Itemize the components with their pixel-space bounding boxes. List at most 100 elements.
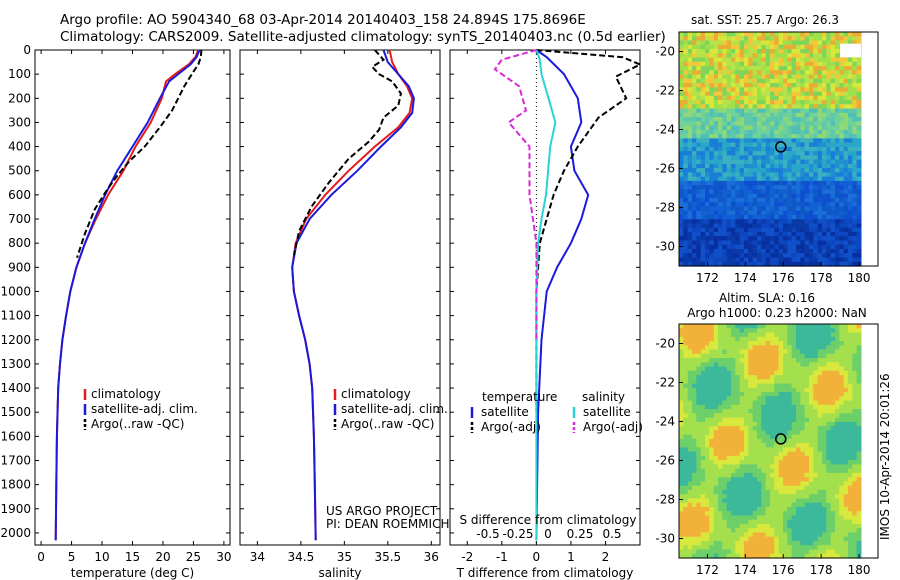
argo-location-marker <box>775 141 787 153</box>
secondary-tick-label: 0.25 <box>567 527 594 541</box>
secondary-tick-label: 0.5 <box>602 527 621 541</box>
y-tick-label: -20 <box>655 45 675 59</box>
y-tick-label: -28 <box>655 493 675 507</box>
legend-header: salinity <box>582 390 625 404</box>
y-tick-label: 1600 <box>0 429 31 443</box>
y-tick-label: 400 <box>8 140 31 154</box>
x-axis-label: T difference from climatology <box>456 566 634 580</box>
series-line-salinity-1 <box>291 49 415 541</box>
legend-label: satellite-adj. clim. <box>91 402 198 416</box>
x-tick-label: 180 <box>848 563 871 577</box>
x-tick-label: 1 <box>567 550 575 564</box>
y-tick-label: 1000 <box>0 284 31 298</box>
y-tick-label: 1800 <box>0 478 31 492</box>
y-tick-label: -28 <box>655 201 675 215</box>
x-tick-label: 35 <box>337 550 352 564</box>
x-tick-label: 34 <box>250 550 265 564</box>
secondary-tick-label: -0.5 <box>476 527 499 541</box>
legend-header: temperature <box>482 390 557 404</box>
x-tick-label: 176 <box>772 271 795 285</box>
x-tick-label: 176 <box>772 563 795 577</box>
x-tick-label: 36 <box>424 550 439 564</box>
x-tick-label: 174 <box>734 271 757 285</box>
y-tick-label: -22 <box>655 376 675 390</box>
y-tick-label: 800 <box>8 236 31 250</box>
legend-label: satellite <box>481 405 529 419</box>
x-axis-label: temperature (deg C) <box>71 566 194 580</box>
map-image-sla_map <box>679 324 862 559</box>
y-tick-label: 300 <box>8 115 31 129</box>
series-line-difference-0 <box>535 49 590 541</box>
secondary-axis-label: S difference from climatology <box>460 513 637 527</box>
legend-label: satellite <box>583 405 631 419</box>
legend-label: Argo(..raw -QC) <box>341 417 434 431</box>
plot-frame-temperature <box>34 49 231 546</box>
legend-label: Argo(-adj) <box>583 420 643 434</box>
map-frame-sla_map <box>678 323 879 559</box>
y-tick-label: -24 <box>655 415 675 429</box>
x-tick-label: 25 <box>186 550 201 564</box>
x-tick-label: 174 <box>734 563 757 577</box>
x-tick-label: 0 <box>533 550 541 564</box>
x-tick-label: -1 <box>496 550 508 564</box>
y-tick-label: 1300 <box>0 357 31 371</box>
x-tick-label: 172 <box>696 563 719 577</box>
secondary-tick-label: 0 <box>544 527 552 541</box>
legend-label: satellite-adj. clim. <box>341 402 448 416</box>
series-line-difference-1 <box>535 49 643 413</box>
x-tick-label: 15 <box>125 550 140 564</box>
y-tick-label: 900 <box>8 260 31 274</box>
x-tick-label: 178 <box>810 271 833 285</box>
x-tick-label: 30 <box>216 550 231 564</box>
y-tick-label: 600 <box>8 188 31 202</box>
x-tick-label: 34.5 <box>288 550 315 564</box>
series-line-difference-2 <box>535 49 557 541</box>
series-line-difference-3 <box>493 49 538 340</box>
y-tick-label: 2000 <box>0 526 31 540</box>
x-tick-label: 35.5 <box>374 550 401 564</box>
y-tick-label: -30 <box>655 240 675 254</box>
map-title: sat. SST: 25.7 Argo: 26.3 <box>691 13 839 27</box>
x-tick-label: 2 <box>602 550 610 564</box>
x-tick-label: -2 <box>461 550 473 564</box>
argo-location-marker <box>775 433 787 445</box>
y-tick-label: 200 <box>8 91 31 105</box>
y-tick-label: 0 <box>23 43 31 57</box>
timestamp-stamp: IMOS 10-Apr-2014 20:01:26 <box>878 373 892 540</box>
series-line-temperature-2 <box>76 49 203 259</box>
y-tick-label: 500 <box>8 164 31 178</box>
legend-label: climatology <box>91 387 161 401</box>
map-image-sst_map <box>679 32 862 267</box>
chart-title-line1: Argo profile: AO 5904340_68 03-Apr-2014 … <box>60 12 586 28</box>
annotation-text: US ARGO PROJECT <box>326 504 438 518</box>
map-frame-sst_map <box>678 31 879 267</box>
y-tick-label: 1100 <box>0 309 31 323</box>
legend-label: climatology <box>341 387 411 401</box>
y-tick-label: 700 <box>8 212 31 226</box>
y-tick-label: -22 <box>655 84 675 98</box>
legend-label: Argo(-adj) <box>481 420 541 434</box>
y-tick-label: 1400 <box>0 381 31 395</box>
y-tick-label: 1200 <box>0 333 31 347</box>
annotation-text: PI: DEAN ROEMMICH <box>326 517 449 531</box>
y-tick-label: -20 <box>655 337 675 351</box>
y-tick-label: 100 <box>8 67 31 81</box>
series-line-temperature-1 <box>54 49 201 541</box>
x-tick-label: 0 <box>37 550 45 564</box>
y-tick-label: -26 <box>655 454 675 468</box>
y-tick-label: -30 <box>655 532 675 546</box>
secondary-tick-label: -0.25 <box>502 527 533 541</box>
map-subtitle: Argo h1000: 0.23 h2000: NaN <box>687 306 867 320</box>
plot-frame-salinity <box>239 49 441 546</box>
series-line-salinity-2 <box>292 49 402 256</box>
plot-frame-difference <box>449 49 641 546</box>
legend-label: Argo(..raw -QC) <box>91 417 184 431</box>
x-tick-label: 20 <box>155 550 170 564</box>
chart-title-line2: Climatology: CARS2009. Satellite-adjuste… <box>60 29 666 45</box>
x-axis-label: salinity <box>318 566 361 580</box>
x-tick-label: 180 <box>848 271 871 285</box>
x-tick-label: 5 <box>68 550 76 564</box>
y-tick-label: -26 <box>655 162 675 176</box>
map-title: Altim. SLA: 0.16 <box>719 291 815 305</box>
